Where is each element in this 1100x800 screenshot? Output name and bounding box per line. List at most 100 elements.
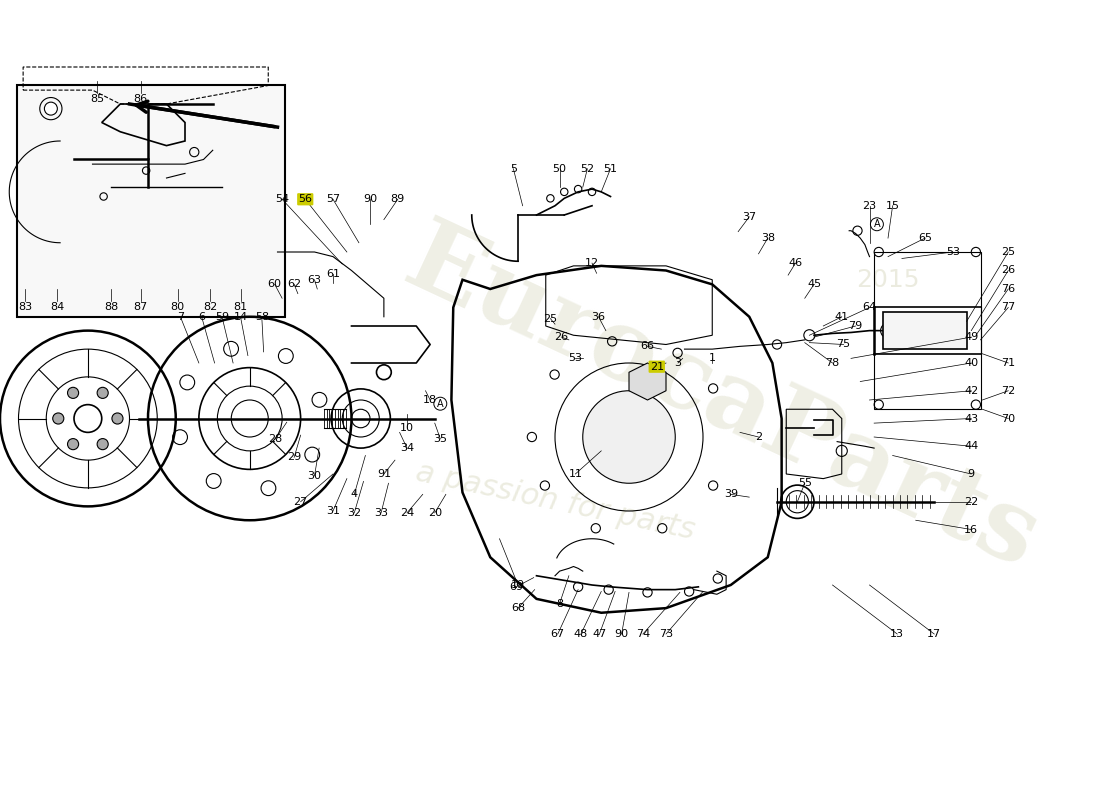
Text: 49: 49	[964, 332, 978, 342]
Text: 7: 7	[177, 312, 184, 322]
Text: 2: 2	[755, 432, 762, 442]
Text: 37: 37	[742, 212, 757, 222]
Text: 88: 88	[103, 302, 118, 313]
Text: 72: 72	[1001, 386, 1015, 396]
Text: A: A	[437, 398, 443, 409]
Circle shape	[74, 405, 102, 432]
Text: 47: 47	[592, 629, 606, 639]
Text: 2015: 2015	[856, 268, 920, 292]
Text: 23: 23	[862, 201, 877, 210]
Circle shape	[44, 102, 57, 115]
Text: 53: 53	[569, 354, 582, 363]
Polygon shape	[629, 363, 666, 400]
Text: 30: 30	[308, 471, 321, 481]
Circle shape	[97, 438, 108, 450]
Text: 26: 26	[554, 332, 569, 342]
Text: 44: 44	[964, 442, 978, 451]
Text: 32: 32	[348, 508, 361, 518]
Text: 77: 77	[1001, 302, 1015, 313]
Text: 27: 27	[294, 497, 308, 506]
Text: 87: 87	[133, 302, 147, 313]
Text: 48: 48	[574, 629, 589, 639]
Text: 29: 29	[287, 452, 301, 462]
Text: 86: 86	[133, 94, 147, 104]
Text: 31: 31	[326, 506, 340, 516]
Text: 83: 83	[18, 302, 32, 313]
Text: 68: 68	[510, 603, 525, 613]
Text: 78: 78	[825, 358, 839, 368]
Circle shape	[67, 387, 78, 398]
Text: 40: 40	[965, 358, 978, 368]
Text: 76: 76	[1001, 284, 1015, 294]
Text: 25: 25	[1001, 247, 1015, 257]
Text: 20: 20	[428, 508, 442, 518]
Text: 22: 22	[964, 497, 978, 506]
Text: 34: 34	[400, 443, 414, 453]
Text: 42: 42	[964, 386, 978, 396]
Text: 13: 13	[890, 629, 904, 639]
Text: 36: 36	[592, 312, 605, 322]
Text: 89: 89	[390, 194, 405, 204]
Text: 33: 33	[374, 508, 388, 518]
Text: 51: 51	[604, 164, 617, 174]
Text: 74: 74	[636, 629, 650, 639]
Text: 12: 12	[585, 258, 600, 268]
Text: 4: 4	[351, 490, 358, 499]
Bar	[16, 86, 285, 317]
Text: 84: 84	[51, 302, 65, 313]
Text: 71: 71	[1001, 358, 1015, 368]
Text: 66: 66	[640, 342, 654, 351]
Text: 24: 24	[400, 508, 414, 518]
Text: 46: 46	[789, 258, 803, 268]
Text: 79: 79	[848, 321, 862, 331]
Text: 57: 57	[326, 194, 340, 204]
Text: 64: 64	[862, 302, 877, 313]
Text: 1: 1	[708, 354, 716, 363]
Text: 3: 3	[674, 358, 682, 368]
Text: 53: 53	[946, 247, 960, 257]
Text: 67: 67	[551, 629, 564, 639]
Text: 55: 55	[798, 478, 812, 488]
Text: a passion for parts: a passion for parts	[412, 458, 697, 546]
Text: A: A	[873, 219, 880, 230]
Circle shape	[112, 413, 123, 424]
Text: 14: 14	[233, 312, 248, 322]
Circle shape	[376, 365, 392, 380]
Circle shape	[583, 390, 675, 483]
Text: 15: 15	[886, 201, 900, 210]
Text: 81: 81	[233, 302, 248, 313]
Text: 62: 62	[287, 279, 301, 290]
Text: 58: 58	[255, 312, 268, 322]
Text: 80: 80	[170, 302, 185, 313]
Text: 70: 70	[1001, 414, 1015, 423]
Text: 19: 19	[510, 580, 525, 590]
Text: 61: 61	[326, 269, 340, 279]
Text: 25: 25	[543, 314, 558, 323]
Text: 9: 9	[968, 469, 975, 479]
Bar	[883, 312, 967, 349]
Text: 6: 6	[198, 312, 206, 322]
Text: 16: 16	[965, 525, 978, 534]
Text: 17: 17	[927, 629, 942, 639]
Text: 8: 8	[557, 598, 563, 609]
Text: 21: 21	[650, 362, 663, 372]
Text: 39: 39	[724, 490, 738, 499]
Text: 10: 10	[400, 422, 414, 433]
Text: 60: 60	[267, 279, 282, 290]
Text: 18: 18	[424, 395, 437, 405]
Text: 50: 50	[552, 164, 567, 174]
Text: 45: 45	[807, 279, 821, 290]
Text: 85: 85	[90, 94, 104, 104]
Text: 52: 52	[581, 164, 594, 174]
Text: 41: 41	[835, 312, 849, 322]
Text: 90: 90	[615, 629, 629, 639]
Text: 5: 5	[510, 164, 517, 174]
Text: 28: 28	[268, 434, 283, 444]
Text: 43: 43	[965, 414, 978, 423]
Text: 56: 56	[298, 194, 312, 204]
Text: EurocaParts: EurocaParts	[389, 211, 1053, 589]
Circle shape	[97, 387, 108, 398]
Text: 73: 73	[659, 629, 673, 639]
Text: 82: 82	[202, 302, 217, 313]
Text: 35: 35	[433, 434, 448, 444]
